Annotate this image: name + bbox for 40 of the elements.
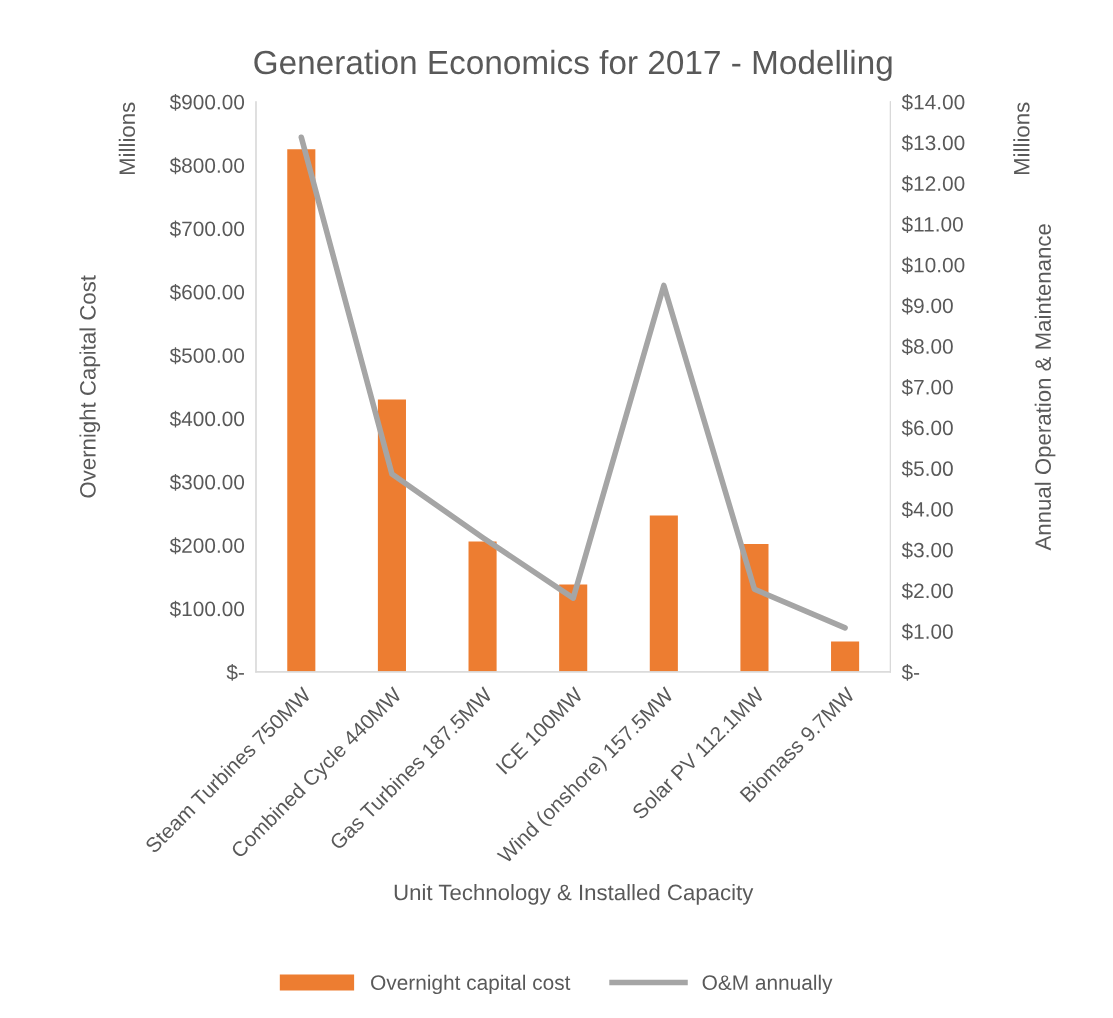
y-tick-label: $700.00 <box>169 220 245 238</box>
y-tick-label: $400.00 <box>169 410 245 428</box>
y2-tick-label: $9.00 <box>901 297 953 315</box>
y-tick-label: $900.00 <box>169 93 245 111</box>
y2-axis-title: Annual Operation & Maintenance <box>1034 224 1056 551</box>
y-axis-title: Overnight Capital Cost <box>79 275 101 498</box>
bar <box>740 543 769 672</box>
y2-tick-label: $7.00 <box>901 378 953 396</box>
y2-tick-label: $1.00 <box>901 623 953 641</box>
y2-tick-label: $11.00 <box>901 216 963 233</box>
y-tick-label: $200.00 <box>169 537 245 555</box>
y-tick-label: $300.00 <box>169 473 245 491</box>
legend-label: O&M annually <box>702 974 833 995</box>
y2-tick-label: $12.00 <box>901 175 965 193</box>
legend-label: Overnight capital cost <box>371 974 571 995</box>
y2-tick-label: $3.00 <box>901 541 953 559</box>
y2-tick-label: $5.00 <box>901 460 953 478</box>
text: Millions <box>1013 102 1030 175</box>
bar <box>287 149 316 672</box>
text: Millions <box>118 102 136 175</box>
y2-tick-label: $- <box>901 664 920 681</box>
y-tick-label: $800.00 <box>169 157 245 175</box>
y-tick-label: $600.00 <box>169 283 245 301</box>
bar <box>468 541 497 672</box>
y2-tick-label: $6.00 <box>901 419 953 437</box>
x-axis-title: Unit Technology & Installed Capacity <box>394 883 754 905</box>
y2-tick-label: $8.00 <box>901 338 953 356</box>
y-tick-label: $- <box>226 664 244 681</box>
y-tick-label: $100.00 <box>169 600 245 618</box>
y2-tick-label: $4.00 <box>901 501 953 518</box>
y2-tick-label: $2.00 <box>901 582 953 600</box>
y2-tick-label: $10.00 <box>901 256 965 274</box>
bar <box>649 515 678 672</box>
y2-tick-label: $13.00 <box>901 134 965 152</box>
bar <box>559 584 588 672</box>
chart-title: Generation Economics for 2017 - Modelling <box>254 49 892 81</box>
bar <box>831 641 860 672</box>
bar <box>377 399 406 672</box>
y2-tick-label: $14.00 <box>901 93 965 111</box>
y-tick-label: $500.00 <box>169 347 245 365</box>
